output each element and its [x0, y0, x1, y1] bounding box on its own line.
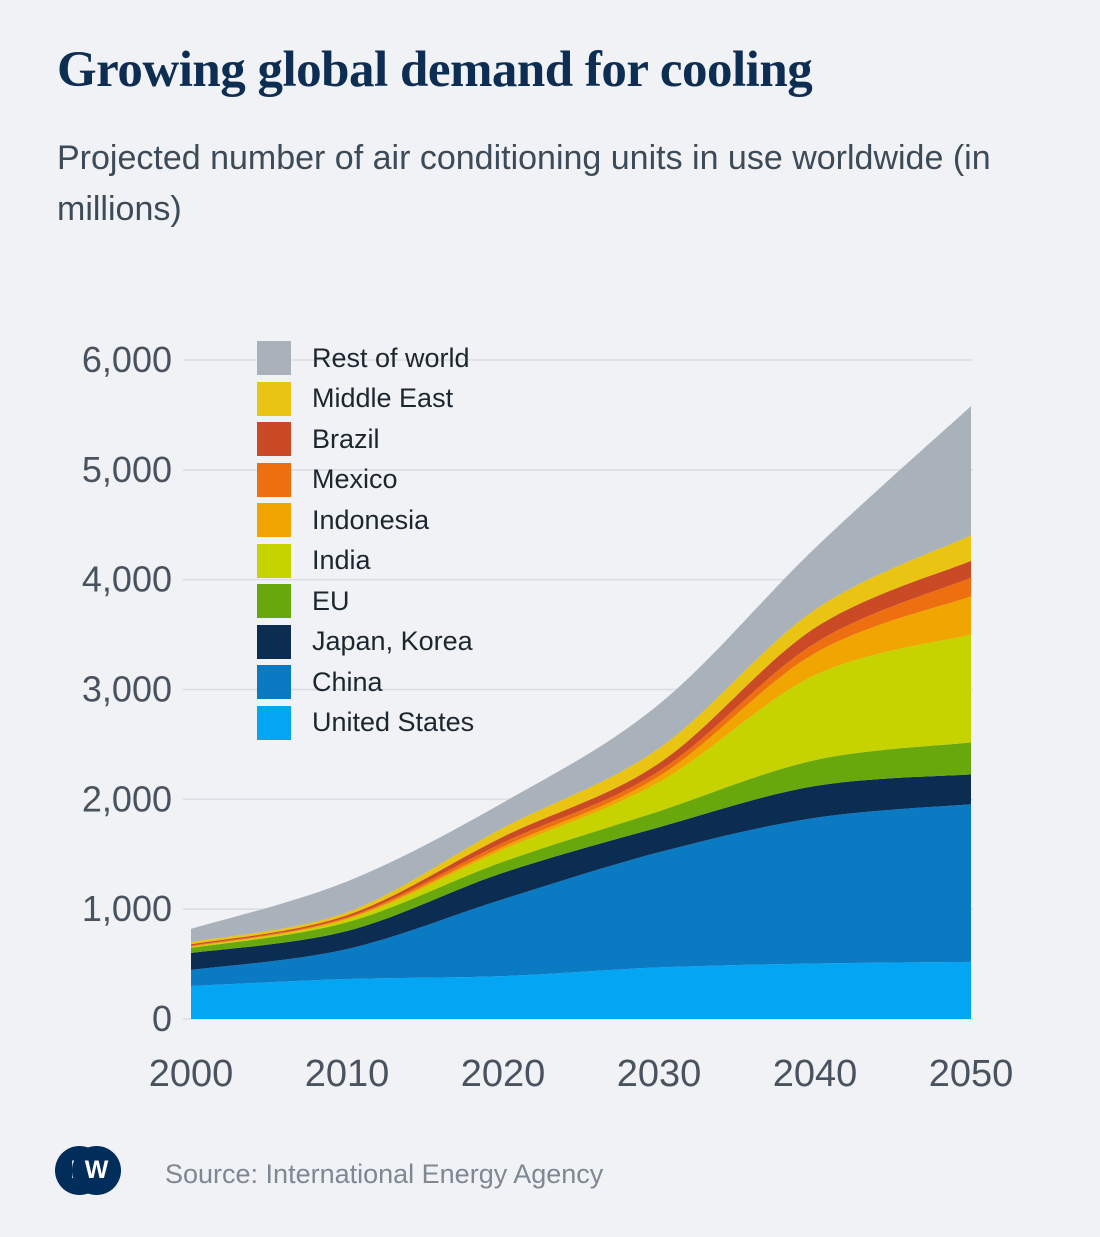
- legend-label: Middle East: [312, 383, 454, 413]
- y-axis-tick-label: 1,000: [82, 888, 172, 929]
- chart-subtitle: Projected number of air conditioning uni…: [57, 139, 991, 228]
- legend-label: United States: [312, 707, 475, 737]
- chart-legend: Rest of world Middle East Brazil Mexico Indo…: [257, 341, 474, 746]
- legend-swatch-icon: [257, 584, 291, 618]
- legend-swatch-icon: [257, 381, 291, 416]
- dw-logo: D W: [55, 1146, 121, 1195]
- legend-item-china: China: [257, 665, 474, 699]
- legend-item-united-states: United States: [257, 705, 475, 740]
- legend-label: Mexico: [312, 464, 398, 494]
- y-axis-tick-label: 0: [152, 998, 172, 1039]
- y-axis-tick-label: 4,000: [82, 559, 172, 600]
- legend-label: India: [312, 545, 371, 575]
- legend-item-rest-of-world: Rest of world: [257, 341, 474, 375]
- legend-label: Brazil: [312, 423, 380, 454]
- x-axis-tick-label: 2050: [929, 1053, 1014, 1095]
- y-axis-tick-label: 2,000: [82, 778, 172, 819]
- y-axis-tick-label: 3,000: [82, 669, 172, 710]
- x-axis-tick-label: 2000: [149, 1053, 234, 1095]
- legend-item-brazil: Brazil: [257, 422, 474, 456]
- legend-swatch-icon: [257, 503, 291, 537]
- page-title: Growing global demand for cooling: [57, 42, 813, 98]
- legend-swatch-icon: [257, 705, 291, 740]
- legend-swatch-icon: [257, 341, 291, 375]
- x-axis-tick-label: 2020: [461, 1053, 546, 1095]
- legend-swatch-icon: [257, 462, 291, 497]
- legend-item-mexico: Mexico: [257, 462, 474, 497]
- area-brazil: [191, 560, 971, 946]
- x-axis-tick-label: 2040: [773, 1053, 858, 1095]
- source-attribution: Source: International Energy Agency: [165, 1159, 604, 1189]
- area-india: [191, 634, 971, 948]
- dw-logo-w-letter: W: [84, 1156, 109, 1184]
- legend-swatch-icon: [257, 624, 291, 659]
- area-eu: [191, 742, 971, 953]
- legend-item-middle-east: Middle East: [257, 381, 474, 416]
- legend-item-japan-korea: Japan, Korea: [257, 624, 474, 659]
- legend-swatch-icon: [257, 665, 291, 699]
- legend-label: Indonesia: [312, 504, 430, 535]
- legend-label: Japan, Korea: [312, 626, 473, 656]
- y-axis-tick-label: 5,000: [82, 449, 172, 490]
- area-united-states: [191, 961, 971, 1019]
- x-axis-tick-label: 2030: [617, 1053, 702, 1095]
- x-axis-tick-label: 2010: [305, 1053, 390, 1095]
- area-indonesia: [191, 596, 971, 948]
- area-china: [191, 804, 971, 986]
- legend-swatch-icon: [257, 422, 291, 456]
- legend-label: China: [312, 666, 383, 697]
- legend-label: Rest of world: [312, 342, 470, 373]
- area-middle-east: [191, 535, 971, 945]
- area-mexico: [191, 577, 971, 947]
- dw-logo-w-circle: W: [72, 1146, 121, 1195]
- legend-label: EU: [312, 585, 350, 616]
- legend-item-indonesia: Indonesia: [257, 503, 474, 537]
- legend-item-india: India: [257, 543, 474, 578]
- legend-swatch-icon: [257, 543, 291, 578]
- legend-item-eu: EU: [257, 584, 474, 618]
- area-japan-korea: [191, 774, 971, 970]
- y-axis-tick-label: 6,000: [82, 339, 172, 380]
